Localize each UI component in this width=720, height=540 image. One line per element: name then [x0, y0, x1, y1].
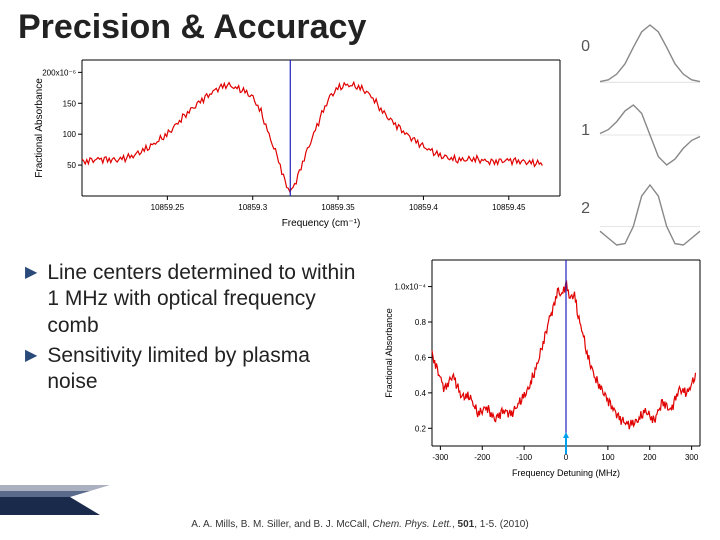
citation-rest: , 1-5. (2010): [474, 519, 528, 530]
svg-text:Fractional Absorbance: Fractional Absorbance: [384, 308, 394, 398]
derivative-2-curve: [595, 180, 705, 250]
bullet-list: ▶ Line centers determined to within 1 MH…: [25, 260, 365, 399]
svg-text:300: 300: [685, 453, 699, 462]
derivative-1-label: 1: [581, 122, 590, 140]
svg-text:0: 0: [564, 453, 569, 462]
svg-text:0.8: 0.8: [415, 318, 427, 327]
svg-text:10859.45: 10859.45: [492, 203, 526, 212]
svg-text:0.6: 0.6: [415, 353, 427, 362]
svg-text:-300: -300: [432, 453, 449, 462]
svg-text:10859.4: 10859.4: [409, 203, 438, 212]
derivative-2-label: 2: [581, 200, 590, 218]
list-item: ▶ Line centers determined to within 1 MH…: [25, 260, 365, 339]
citation-volume: 501: [458, 519, 475, 530]
svg-text:200x10⁻⁶: 200x10⁻⁶: [42, 68, 76, 77]
svg-text:Fractional Absorbance: Fractional Absorbance: [34, 78, 45, 178]
citation-journal: Chem. Phys. Lett.: [372, 519, 451, 530]
svg-text:-100: -100: [516, 453, 533, 462]
svg-text:200: 200: [643, 453, 657, 462]
derivative-1-curve: [595, 100, 705, 170]
derivative-0-label: 0: [581, 38, 590, 56]
svg-text:100: 100: [601, 453, 615, 462]
bottom-spectrum-chart: -300 -200 -100 0 100 200 300 0.2 0.4 0.6 0.8 1.0x10…: [380, 250, 710, 480]
svg-text:Frequency Detuning (MHz): Frequency Detuning (MHz): [512, 468, 620, 478]
citation-authors: A. A. Mills, B. M. Siller, and B. J. McC…: [191, 519, 372, 530]
derivative-0-curve: [595, 20, 705, 90]
list-item: ▶ Sensitivity limited by plasma noise: [25, 343, 365, 396]
svg-text:10859.25: 10859.25: [151, 203, 185, 212]
svg-text:0.4: 0.4: [415, 389, 427, 398]
bullet-text: Line centers determined to within 1 MHz …: [47, 260, 365, 339]
svg-text:-200: -200: [474, 453, 491, 462]
corner-accent-decoration: [0, 485, 120, 515]
page-title: Precision & Accuracy: [18, 8, 366, 47]
svg-text:10859.35: 10859.35: [321, 203, 355, 212]
svg-text:0.2: 0.2: [415, 424, 427, 433]
svg-text:150: 150: [63, 99, 77, 108]
bullet-text: Sensitivity limited by plasma noise: [47, 343, 365, 396]
svg-text:50: 50: [67, 161, 76, 170]
top-spectrum-chart: 10859.25 10859.3 10859.35 10859.4 10859.45 50…: [30, 50, 570, 230]
svg-text:1.0x10⁻⁴: 1.0x10⁻⁴: [394, 283, 426, 292]
bullet-marker-icon: ▶: [25, 343, 37, 396]
svg-text:100: 100: [63, 130, 77, 139]
svg-text:Frequency (cm⁻¹): Frequency (cm⁻¹): [282, 218, 361, 229]
citation: A. A. Mills, B. M. Siller, and B. J. McC…: [0, 519, 720, 530]
svg-text:10859.3: 10859.3: [238, 203, 267, 212]
bullet-marker-icon: ▶: [25, 260, 37, 339]
